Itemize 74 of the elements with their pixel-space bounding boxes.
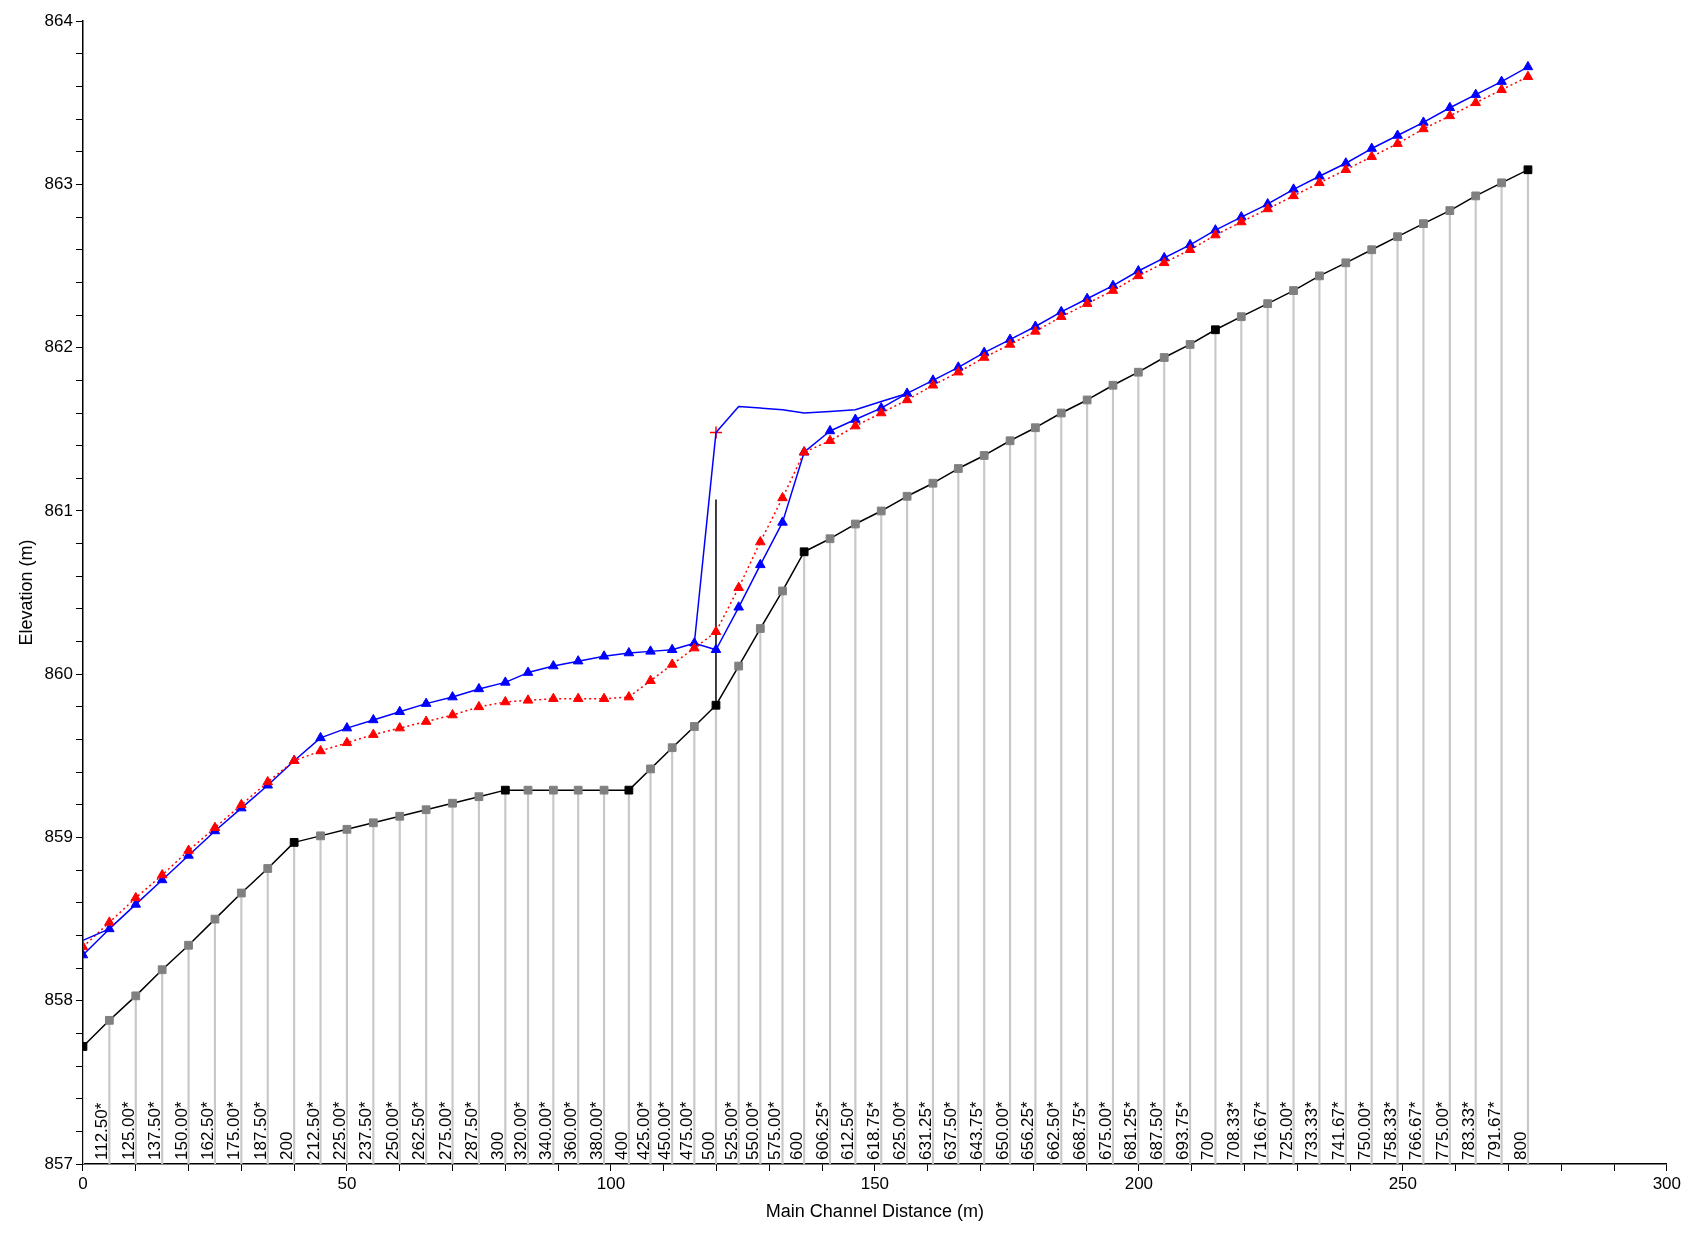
annotation: 425.00* (633, 1101, 653, 1160)
y-tick-label: 862 (44, 337, 73, 357)
annotation: 625.00* (890, 1101, 910, 1160)
annotation: 600 (787, 1131, 807, 1160)
annotation: 693.75* (1173, 1101, 1193, 1160)
annotation: 450.00* (655, 1101, 675, 1160)
annotation: 716.67* (1250, 1101, 1270, 1160)
annotation: 175.00* (224, 1101, 244, 1160)
y-tick-label: 864 (44, 10, 73, 30)
annotation: 550.00* (743, 1101, 763, 1160)
annotation: 631.25* (915, 1101, 935, 1160)
annotation: 800 (1510, 1131, 1530, 1160)
annotation: 662.50* (1044, 1101, 1064, 1160)
annotation: 766.67* (1406, 1101, 1426, 1160)
annotation: 668.75* (1070, 1101, 1090, 1160)
annotation: 650.00* (993, 1101, 1013, 1160)
annotation: 791.67* (1484, 1101, 1504, 1160)
y-tick-label: 857 (44, 1153, 73, 1173)
annotation: 643.75* (967, 1101, 987, 1160)
annotation: 656.25* (1018, 1101, 1038, 1160)
y-tick-label: 859 (44, 827, 73, 847)
annotation: 681.25* (1121, 1101, 1141, 1160)
x-axis-title: Main Channel Distance (m) (765, 1201, 984, 1222)
annotation: 360.00* (561, 1101, 581, 1160)
y-tick-label: 861 (44, 500, 73, 520)
annotation: 750.00* (1354, 1101, 1374, 1160)
x-tick-label: 200 (1124, 1173, 1154, 1193)
annotation: 612.50* (838, 1101, 858, 1160)
x-tick-label: 50 (337, 1173, 357, 1193)
annotation: 606.25* (813, 1101, 833, 1160)
annotation: 137.50* (145, 1101, 165, 1160)
annotation: 708.33* (1224, 1101, 1244, 1160)
annotation: 758.33* (1380, 1101, 1400, 1160)
x-tick-label: 0 (78, 1173, 88, 1193)
y-axis-title: Elevation (m) (15, 539, 36, 646)
annotation: 275.00* (435, 1101, 455, 1160)
annotation: 637.50* (941, 1101, 961, 1160)
y-tick-label: 858 (44, 990, 73, 1010)
annotation: 187.50* (250, 1101, 270, 1160)
annotation: 775.00* (1432, 1101, 1452, 1160)
annotation: 525.00* (721, 1101, 741, 1160)
y-tick-label: 863 (44, 174, 73, 194)
annotation: 225.00* (329, 1101, 349, 1160)
annotation: 675.00* (1096, 1101, 1115, 1160)
annotation: 687.50* (1147, 1101, 1167, 1160)
annotation: 741.67* (1328, 1101, 1348, 1160)
annotation: 212.50* (303, 1101, 323, 1160)
x-tick-label: 300 (1652, 1173, 1682, 1193)
annotation: 237.50* (356, 1101, 376, 1160)
annotation: 150.00* (171, 1101, 191, 1160)
annotation: 200 (277, 1131, 297, 1160)
annotation: 380.00* (587, 1101, 607, 1160)
annotation: 162.50* (197, 1101, 217, 1160)
annotation: 400 (611, 1131, 631, 1160)
annotation: 250.00* (382, 1101, 402, 1160)
annotation: 700 (1198, 1131, 1218, 1160)
x-tick-label: 100 (596, 1173, 626, 1193)
annotation: 112.50* (92, 1102, 112, 1160)
y-tick-label: 860 (44, 663, 73, 683)
annotation: 475.00* (677, 1101, 697, 1160)
x-tick-label: 250 (1388, 1173, 1418, 1193)
annotation: 340.00* (536, 1101, 556, 1160)
annotation: 125.00* (118, 1101, 138, 1160)
annotation: 500 (698, 1131, 718, 1160)
annotation: 618.75* (864, 1101, 884, 1160)
annotation: 320.00* (511, 1101, 531, 1160)
annotation: 262.50* (409, 1101, 429, 1160)
annotation: 575.00* (765, 1101, 785, 1160)
annotation: 725.00* (1276, 1101, 1296, 1160)
x-tick-label: 150 (860, 1173, 890, 1193)
annotation: 287.50* (461, 1101, 481, 1160)
annotation: 783.33* (1458, 1101, 1478, 1160)
annotation: 300 (488, 1131, 508, 1160)
annotation: 733.33* (1302, 1101, 1322, 1160)
